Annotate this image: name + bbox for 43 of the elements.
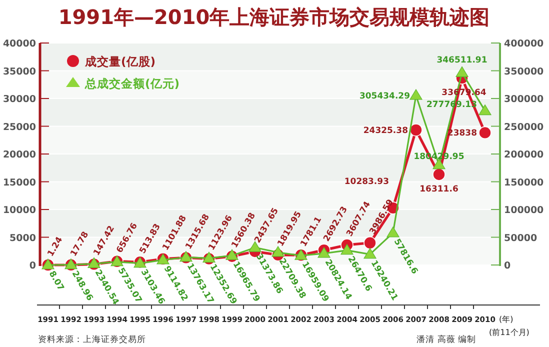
y-tick-label: 35000: [2, 66, 36, 78]
data-label: 16311.6: [420, 184, 458, 194]
point: [226, 249, 238, 260]
text: 资料来源：上海证券交易所: [38, 334, 146, 345]
point: [180, 251, 192, 262]
y2-tick-label: 50000: [504, 232, 538, 244]
point: [478, 104, 492, 116]
y-tick-label: 5000: [10, 232, 36, 244]
y-tick-label: 15000: [2, 177, 36, 188]
y2-tick-label: 400000: [504, 38, 544, 50]
y-tick-label: 30000: [2, 94, 36, 105]
chart-title: 1991年—2010年上海证券市场交易规模轨迹图: [58, 5, 490, 29]
point: [410, 124, 422, 136]
legend-label: 总成交金额(亿元): [84, 76, 180, 90]
point: [318, 247, 330, 258]
point: [364, 236, 376, 250]
y2-tick-label: 300000: [504, 94, 544, 105]
y-tick-label: 20000: [2, 150, 36, 160]
point: [410, 89, 422, 100]
text: (前11个月): [489, 328, 530, 337]
point: [432, 168, 446, 181]
data-label: 346511.91: [436, 56, 488, 66]
point: [456, 66, 468, 77]
y2-tick-label: 250000: [504, 122, 544, 133]
data-label: 305434.29: [359, 91, 410, 102]
y2-tick-label: 0: [504, 260, 511, 272]
text: 潘清 高薇 编制: [416, 334, 476, 345]
y-tick-label: 10000: [2, 205, 36, 216]
y2-tick-label: 200000: [504, 150, 544, 160]
point: [202, 252, 216, 262]
legend-label: 成交量(亿股): [84, 54, 156, 68]
x-axis-title: (年): [499, 315, 514, 324]
y2-tick-label: 150000: [504, 177, 544, 188]
point: [478, 126, 492, 140]
y2-tick-label: 100000: [504, 205, 544, 216]
point: [88, 257, 100, 268]
y2-tick-label: 350000: [504, 66, 544, 78]
data-label: 10283.93: [344, 176, 390, 187]
y-tick-label: 0: [29, 260, 36, 272]
y-tick-label: 25000: [2, 122, 36, 133]
data-label: 24325.38: [363, 126, 408, 136]
y-tick-label: 40000: [2, 38, 36, 50]
point: [340, 244, 354, 255]
